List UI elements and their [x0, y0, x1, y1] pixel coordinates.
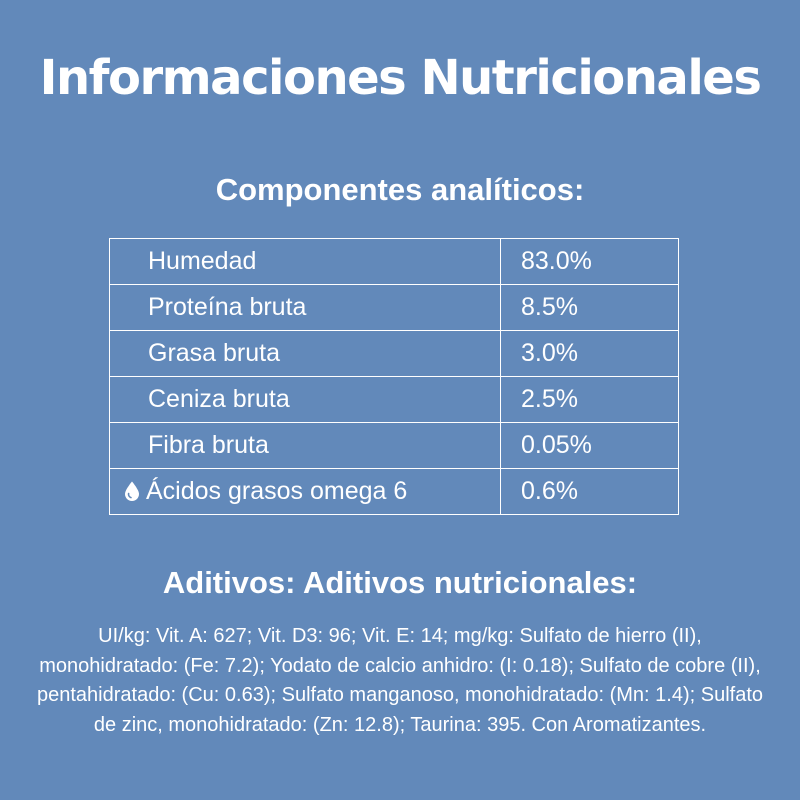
table-row: Grasa bruta 3.0%: [109, 330, 679, 377]
component-name: Ceniza bruta: [109, 376, 501, 423]
table-row: Ácidos grasos omega 6 0.6%: [109, 468, 679, 515]
component-name-cell: Ácidos grasos omega 6: [109, 468, 501, 515]
component-name: Proteína bruta: [109, 284, 501, 331]
component-name: Grasa bruta: [109, 330, 501, 377]
page-title: Informaciones Nutricionales: [39, 50, 762, 106]
component-value: 0.05%: [500, 422, 679, 469]
additives-text: UI/kg: Vit. A: 627; Vit. D3: 96; Vit. E:…: [37, 625, 763, 736]
component-value: 3.0%: [500, 330, 679, 377]
component-name: Humedad: [109, 238, 501, 285]
component-value: 8.5%: [500, 284, 679, 331]
water-drop-icon: [125, 481, 139, 501]
nutrition-table: Humedad 83.0% Proteína bruta 8.5% Grasa …: [109, 238, 679, 515]
component-value: 0.6%: [500, 468, 679, 515]
additives-heading: Aditivos: Aditivos nutricionales:: [162, 565, 638, 600]
table-row: Proteína bruta 8.5%: [109, 284, 679, 331]
component-name: Fibra bruta: [109, 422, 501, 469]
component-name: Ácidos grasos omega 6: [146, 477, 408, 505]
component-value: 2.5%: [500, 376, 679, 423]
table-row: Humedad 83.0%: [109, 238, 679, 285]
table-row: Ceniza bruta 2.5%: [109, 376, 679, 423]
component-value: 83.0%: [500, 238, 679, 285]
table-row: Fibra bruta 0.05%: [109, 422, 679, 469]
components-heading: Componentes analíticos:: [215, 172, 585, 207]
